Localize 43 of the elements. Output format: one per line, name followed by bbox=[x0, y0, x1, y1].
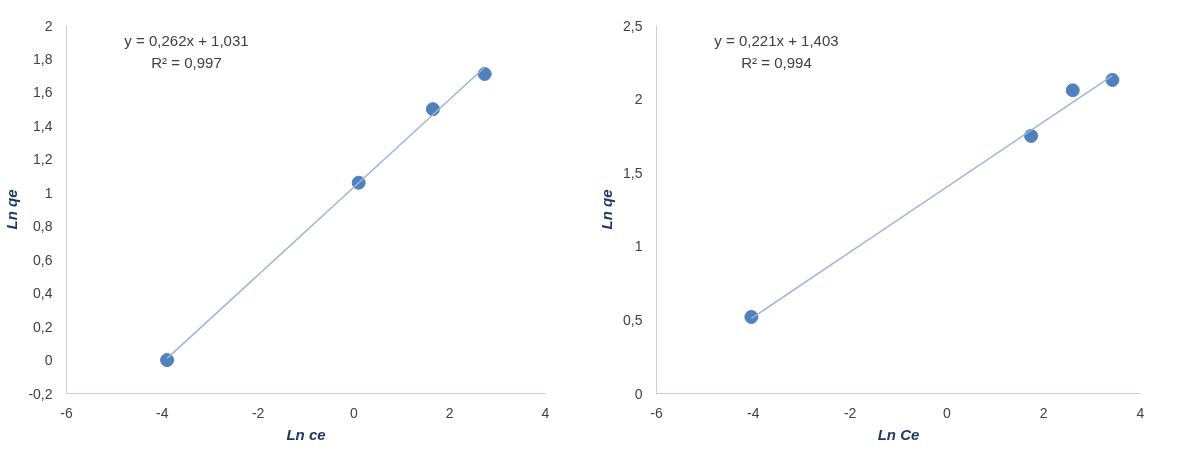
point bbox=[1065, 83, 1080, 98]
y-tick-label: 1,2 bbox=[33, 151, 53, 168]
annotation: y = 0,221x + 1,403 bbox=[714, 31, 839, 49]
y-tick-label: 0,4 bbox=[33, 285, 53, 302]
x-tick-label: -2 bbox=[843, 404, 857, 421]
y-tick-label: 1,5 bbox=[623, 164, 643, 181]
y-tick-label: -0,2 bbox=[28, 385, 53, 402]
y-axis-title: Ln qe bbox=[3, 189, 21, 230]
annotation: R² = 0,997 bbox=[151, 53, 222, 71]
x-axis-title: Ln ce bbox=[286, 425, 326, 443]
y-tick-label: 2 bbox=[634, 91, 643, 108]
y-tick-label: 0 bbox=[44, 352, 53, 369]
x-tick-label: -2 bbox=[251, 404, 265, 421]
point bbox=[744, 309, 759, 324]
y-tick-label: 1,4 bbox=[33, 117, 53, 134]
x-tick-label: 0 bbox=[943, 404, 952, 421]
x-tick-label: 2 bbox=[1039, 404, 1048, 421]
y-tick-label: 1,8 bbox=[33, 50, 53, 67]
x-tick-label: -6 bbox=[650, 404, 663, 421]
y-tick-label: 0,6 bbox=[33, 251, 53, 268]
x-tick-label: -4 bbox=[747, 404, 760, 421]
y-tick-label: 2,5 bbox=[623, 17, 643, 34]
x-tick-label: 2 bbox=[445, 404, 454, 421]
y-axis-title: Ln qe bbox=[598, 189, 616, 230]
y-tick-label: 1,6 bbox=[33, 84, 53, 101]
y-tick-label: 0,5 bbox=[623, 311, 643, 328]
point bbox=[160, 353, 175, 368]
x-tick-label: -4 bbox=[156, 404, 169, 421]
y-tick-label: 1 bbox=[44, 184, 53, 201]
y-tick-label: 0,8 bbox=[33, 218, 53, 235]
x-tick-label: 0 bbox=[350, 404, 359, 421]
x-axis-title: Ln Ce bbox=[877, 425, 920, 443]
x-tick-label: 4 bbox=[1136, 404, 1145, 421]
point bbox=[1105, 72, 1120, 87]
y-tick-label: 0 bbox=[634, 385, 643, 402]
x-tick-label: 4 bbox=[541, 404, 550, 421]
annotation: y = 0,262x + 1,031 bbox=[124, 31, 249, 49]
x-tick-label: -6 bbox=[60, 404, 73, 421]
y-tick-label: 2 bbox=[44, 17, 53, 34]
point bbox=[477, 67, 492, 81]
y-tick-label: 1 bbox=[634, 238, 643, 255]
annotation: R² = 0,994 bbox=[741, 53, 812, 71]
y-tick-label: 0,2 bbox=[33, 318, 53, 335]
